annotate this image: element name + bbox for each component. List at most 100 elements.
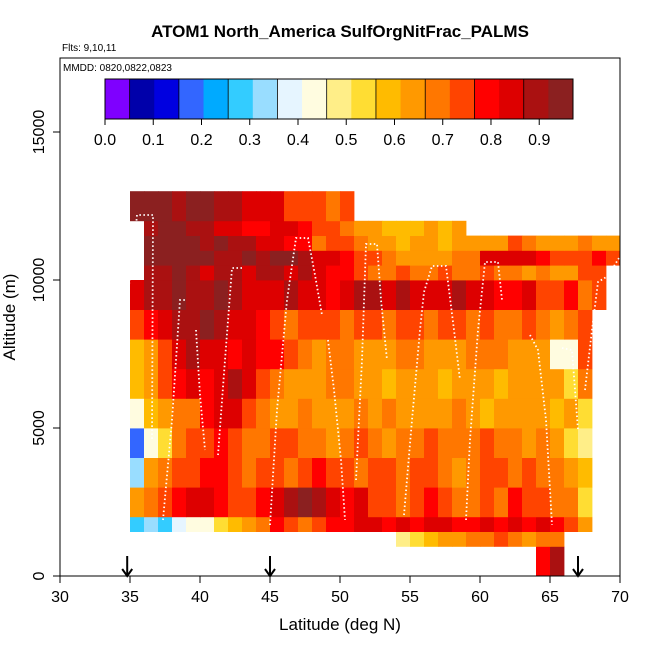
heatmap-cell	[522, 309, 537, 340]
heatmap-cell	[214, 191, 229, 222]
heatmap-cell	[144, 428, 159, 458]
heatmap-cell	[396, 368, 411, 399]
heatmap-cell	[466, 265, 481, 281]
heatmap-cell	[578, 428, 593, 458]
heatmap-cell	[424, 428, 439, 458]
heatmap-cell	[536, 516, 551, 532]
heatmap-cell	[466, 428, 481, 458]
heatmap-cell	[522, 250, 537, 266]
heatmap-cell	[242, 309, 257, 340]
heatmap-cell	[382, 339, 397, 370]
heatmap-cell	[256, 191, 271, 222]
heatmap-cell	[186, 280, 201, 310]
heatmap-cell	[144, 487, 159, 518]
heatmap-cell	[424, 487, 439, 518]
heatmap-cell	[438, 398, 453, 429]
heatmap-cell	[494, 339, 509, 370]
heatmap-cell	[186, 250, 201, 266]
heatmap-cell	[200, 265, 215, 281]
heatmap-cell	[508, 250, 523, 266]
heatmap-cell	[214, 368, 229, 399]
heatmap-cell	[242, 487, 257, 518]
heatmap-cell	[340, 516, 355, 532]
heatmap-cell	[424, 265, 439, 281]
heatmap-cell	[270, 265, 285, 281]
heatmap-cell	[410, 428, 425, 458]
heatmap-cell	[480, 516, 495, 532]
heatmap-cell	[312, 280, 327, 310]
heatmap-cell	[354, 457, 369, 488]
heatmap-cell	[424, 309, 439, 340]
heatmap-cell	[438, 339, 453, 370]
heatmap-cell	[284, 516, 299, 532]
heatmap-cell	[550, 457, 565, 488]
heatmap-cell	[284, 428, 299, 458]
heatmap-cell	[158, 280, 173, 310]
heatmap-cell	[256, 428, 271, 458]
heatmap-cell	[508, 531, 523, 547]
heatmap-cell	[550, 309, 565, 340]
heatmap-cell	[508, 398, 523, 429]
heatmap-cell	[228, 280, 243, 310]
heatmap-cell	[298, 280, 313, 310]
colorbar-swatch	[277, 79, 303, 119]
latitude-arrowhead	[572, 568, 584, 578]
colorbar-tick-label: 0.8	[480, 132, 502, 149]
heatmap-cell	[550, 339, 565, 370]
colorbar-swatch	[499, 79, 525, 119]
heatmap-cell	[186, 191, 201, 222]
colorbar-tick-label: 0.0	[94, 132, 116, 149]
heatmap-cell	[340, 280, 355, 310]
flight-track	[269, 237, 323, 526]
heatmap-cell	[242, 265, 257, 281]
heatmap-cell	[550, 546, 565, 577]
heatmap-cell	[312, 457, 327, 488]
x-tick-label: 45	[261, 589, 279, 606]
heatmap-cell	[410, 398, 425, 429]
heatmap-cell	[186, 309, 201, 340]
heatmap-cell	[452, 398, 467, 429]
colorbar-swatch	[178, 79, 205, 119]
heatmap-cell	[242, 280, 257, 310]
heatmap-cell	[410, 457, 425, 488]
heatmap-cell	[368, 428, 383, 458]
heatmap-cell	[340, 265, 355, 281]
heatmap-cell	[130, 516, 145, 532]
heatmap-cell	[452, 368, 467, 399]
colorbar-swatch	[400, 79, 426, 119]
heatmap-cell	[298, 487, 313, 518]
colorbar-swatch	[105, 79, 131, 119]
heatmap-cell	[536, 531, 551, 547]
heatmap-cell	[536, 457, 551, 488]
heatmap-cell	[144, 339, 159, 370]
heatmap-cell	[200, 516, 215, 532]
heatmap-cell	[200, 428, 215, 458]
colorbar-swatch	[228, 79, 254, 119]
heatmap-cell	[396, 487, 411, 518]
heatmap-cell	[172, 235, 187, 251]
colorbar: 0.0 0.1 0.2 0.3 0.4 0.5 0.6 0.7 0.8 0.9	[94, 78, 574, 149]
heatmap-cell	[326, 220, 341, 236]
heatmap-cell	[340, 339, 355, 370]
heatmap-cell	[382, 220, 397, 236]
heatmap-cell	[130, 368, 145, 399]
y-axis: 0 5000 10000 15000	[31, 110, 60, 580]
heatmap-cell	[326, 457, 341, 488]
heatmap-cell	[172, 398, 187, 429]
heatmap-cell	[158, 309, 173, 340]
heatmap-cell	[508, 457, 523, 488]
heatmap-cell	[494, 531, 509, 547]
heatmap-cell	[522, 531, 537, 547]
flights-label: Flts: 9,10,11	[62, 43, 117, 54]
heatmap-cell	[550, 516, 565, 532]
heatmap-cell	[396, 531, 411, 547]
heatmap-cell	[508, 280, 523, 310]
heatmap-cell	[312, 516, 327, 532]
x-tick-label: 65	[541, 589, 559, 606]
y-tick-label: 5000	[31, 410, 48, 446]
heatmap-cell	[480, 235, 495, 251]
flight-track	[584, 257, 620, 391]
heatmap-cell	[466, 487, 481, 518]
heatmap-cell	[494, 398, 509, 429]
heatmap-cell	[382, 265, 397, 281]
